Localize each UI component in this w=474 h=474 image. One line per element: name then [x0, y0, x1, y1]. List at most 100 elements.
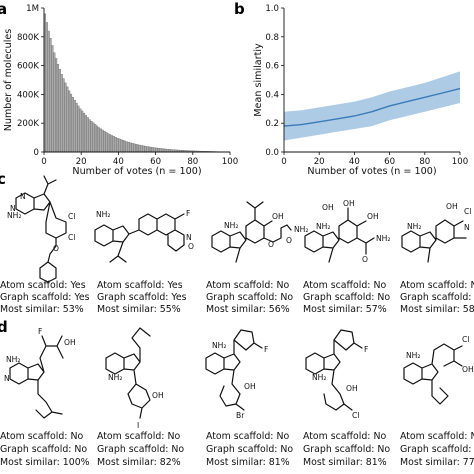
- histogram-bar: [123, 140, 126, 153]
- y-tick-label: 200K: [17, 119, 39, 129]
- caption-most-similar: Most similar: 81%: [206, 457, 290, 468]
- x-tick-label: 0: [41, 157, 46, 167]
- histogram-bar: [77, 105, 80, 153]
- y-tick-label: 1.0: [265, 4, 279, 14]
- panel-d-letter: d: [0, 318, 8, 336]
- y-tick-label: 0.8: [265, 33, 279, 43]
- histogram-bar: [114, 137, 117, 153]
- svg-text:Br: Br: [236, 411, 245, 420]
- svg-text:Cl: Cl: [68, 233, 75, 242]
- y-axis-label: Mean similartiy: [253, 43, 264, 117]
- svg-text:F: F: [38, 327, 42, 336]
- histogram-bar: [92, 122, 95, 153]
- histogram-bar: [73, 100, 76, 153]
- svg-text:NH₂: NH₂: [316, 222, 330, 231]
- y-tick-label: 800K: [17, 33, 39, 43]
- histogram-bar: [69, 93, 73, 153]
- histogram-bar: [101, 129, 104, 153]
- molecule-c3: NH₂ OH O O NH₂: [211, 201, 308, 263]
- histogram-bar: [71, 97, 74, 153]
- y-tick-label: 0.6: [265, 62, 279, 72]
- x-tick-label: 80: [419, 157, 430, 167]
- caption-most-similar: Most similar: 100%: [0, 457, 90, 468]
- caption-graph: Graph scaffold: Yes: [0, 292, 90, 303]
- y-tick-label: 0.4: [265, 90, 279, 100]
- svg-text:NH₂: NH₂: [7, 211, 21, 220]
- histogram-bar: [55, 58, 58, 153]
- caption-atom: Atom scaffold: Yes: [0, 280, 86, 291]
- histogram-bar: [107, 133, 110, 153]
- histogram-bar: [60, 74, 63, 153]
- svg-text:NH₂: NH₂: [312, 373, 326, 382]
- histogram-bar: [159, 148, 162, 153]
- svg-text:NH₂: NH₂: [6, 355, 20, 364]
- histogram-bar: [155, 147, 158, 153]
- y-ticks: 0.0 0.2 0.4 0.6 0.8 1.0: [265, 4, 284, 158]
- x-tick-label: 60: [384, 157, 395, 167]
- histogram-bar: [45, 22, 48, 153]
- caption-most-similar: Most similar: 57%: [303, 304, 387, 315]
- histogram-bar: [84, 115, 87, 153]
- svg-text:OH: OH: [64, 338, 76, 347]
- molecule-d2: NH₂ OH I: [105, 327, 164, 430]
- panel-b-letter: b: [234, 0, 245, 18]
- histogram-bar: [112, 136, 115, 153]
- svg-text:NH₂: NH₂: [407, 222, 421, 231]
- histogram-bar: [146, 146, 149, 153]
- svg-text:F: F: [364, 345, 368, 354]
- svg-text:OH: OH: [346, 384, 358, 393]
- histogram-bar: [49, 38, 52, 153]
- similarity-line-chart: 0 20 40 60 80 100 0.0 0.2 0.4 0.6 0.8 1.0 Number o…: [253, 4, 468, 177]
- histogram-bar: [66, 86, 69, 153]
- histogram-bar: [105, 132, 108, 153]
- caption-atom: Atom scaffold: No: [303, 280, 386, 291]
- histogram-bar: [144, 146, 147, 153]
- x-tick-label: 20: [314, 157, 325, 167]
- histogram-bar: [81, 110, 84, 153]
- y-tick-label: 400K: [17, 90, 39, 100]
- svg-text:OH: OH: [272, 212, 284, 221]
- caption-graph: Graph scaffold: No: [0, 444, 87, 455]
- caption-atom: Atom scaffold: No: [400, 431, 474, 442]
- caption-graph: Graph scaffold: No: [206, 444, 293, 455]
- histogram-bar: [51, 45, 54, 153]
- svg-text:NH₂: NH₂: [96, 210, 110, 219]
- y-ticks: 0 200K 400K 600K 800K 1M: [17, 4, 44, 158]
- svg-text:OH: OH: [462, 365, 474, 374]
- histogram-bar: [94, 124, 97, 153]
- molecule-c4: NH₂ OH OH OH NH₂ O: [304, 199, 390, 264]
- row-d-captions: Atom scaffold: No Graph scaffold: No Mos…: [0, 431, 474, 468]
- y-tick-label: 0.2: [265, 119, 279, 129]
- histogram-bar: [161, 148, 164, 153]
- svg-text:N: N: [186, 233, 192, 242]
- histogram-bar: [129, 142, 132, 153]
- y-tick-label: 600K: [17, 62, 39, 72]
- histogram-bar: [133, 143, 136, 153]
- histogram-bar: [134, 144, 138, 153]
- similarity-mean-line: [283, 87, 461, 127]
- svg-text:F: F: [186, 209, 190, 218]
- svg-text:N: N: [20, 192, 26, 201]
- histogram-bar: [149, 146, 153, 153]
- x-tick-label: 80: [187, 157, 198, 167]
- svg-text:O: O: [53, 244, 59, 253]
- caption-atom: Atom scaffold: Yes: [97, 280, 183, 291]
- similarity-confidence-band: [284, 71, 460, 141]
- caption-graph: Graph scaffold: No: [400, 444, 474, 455]
- histogram-chart: 0 20 40 60 80 100 0 200K 400K 600K 800K 1M Number …: [3, 4, 238, 177]
- histogram-bar: [108, 134, 112, 153]
- caption-graph: Graph scaffold: No: [97, 444, 184, 455]
- caption-most-similar: Most similar: 82%: [97, 457, 181, 468]
- caption-graph: Graph scaffold: No: [400, 292, 474, 303]
- histogram-bar: [62, 78, 65, 153]
- histogram-bar: [118, 138, 121, 153]
- svg-text:I: I: [137, 421, 139, 430]
- histogram-bar: [131, 143, 134, 153]
- molecule-d3: NH₂ F OH Br: [205, 329, 268, 420]
- histogram-bar: [151, 147, 154, 153]
- panel-c-letter: c: [0, 170, 6, 188]
- histogram-bar: [116, 138, 119, 153]
- x-ticks: 0 20 40 60 80 100: [41, 152, 238, 167]
- histogram-bar: [153, 147, 156, 153]
